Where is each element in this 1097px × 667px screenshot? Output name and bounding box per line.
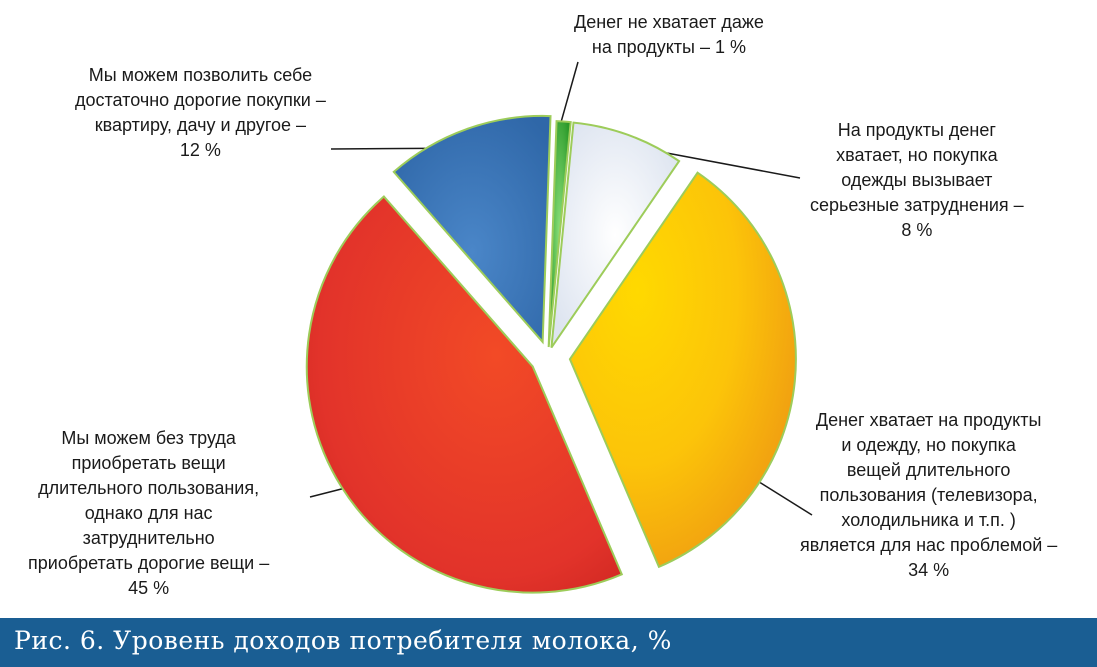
figure-caption: Рис. 6. Уровень доходов потребителя моло… [14, 626, 672, 655]
slice-label-line: приобретать вещи [71, 453, 226, 473]
slice-label-line: 45 % [128, 578, 170, 598]
slice-label-line: на продукты – 1 % [591, 37, 747, 57]
slice-label-line: На продукты денег [837, 120, 996, 140]
slice-label-line: Денег хватает на продукты [815, 410, 1042, 430]
slice-label-line: затруднительно [82, 528, 215, 548]
slice-label-line: одежды вызывает [841, 170, 993, 190]
slice-label-line: 12 % [179, 140, 221, 160]
slice-label-line: вещей длительного [846, 460, 1011, 480]
slice-label-line: 8 % [901, 220, 933, 240]
slice-label-line: Денег не хватает даже [574, 12, 764, 32]
slice-label-clothes-difficult: На продукты денег хватает, но покупка одеж… [810, 118, 1024, 243]
slice-label-expensive-difficult: Мы можем без труда приобретать вещи длител… [28, 426, 269, 601]
slice-label-line: однако для нас [84, 503, 213, 523]
slice-label-line: приобретать дорогие вещи – [28, 553, 270, 573]
slice-label-line: Мы можем без труда [61, 428, 236, 448]
slice-label-line: Мы можем позволить себе [88, 65, 313, 85]
pie-slice-no-money-food [547, 120, 572, 348]
pie-chart [305, 61, 813, 594]
slice-label-line: достаточно дорогие покупки – [75, 90, 326, 110]
slice-label-line: 34 % [908, 560, 950, 580]
slice-label-line: является для нас проблемой – [800, 535, 1058, 555]
slice-label-durables-problem: Денег хватает на продукты и одежду, но по… [800, 408, 1057, 583]
slice-label-line: квартиру, дачу и другое – [94, 115, 307, 135]
slice-label-line: серьезные затруднения – [810, 195, 1024, 215]
slice-label-can-afford-expensive: Мы можем позволить себе достаточно дороги… [75, 63, 326, 163]
slice-label-no-money-food: Денег не хватает даже на продукты – 1 % [574, 10, 764, 60]
caption-bar: Рис. 6. Уровень доходов потребителя моло… [0, 618, 1097, 667]
slice-label-line: пользования (телевизора, [819, 485, 1038, 505]
slice-label-line: и одежду, но покупка [841, 435, 1016, 455]
pie-slice-clothes-difficult [550, 121, 681, 349]
slice-label-line: хватает, но покупка [836, 145, 998, 165]
slice-label-line: холодильника и т.п. ) [841, 510, 1016, 530]
pie-slice-can-afford-expensive [392, 114, 552, 345]
slice-label-line: длительного пользования, [38, 478, 260, 498]
pie-slice-durables-problem [568, 171, 797, 569]
pie-slice-expensive-difficult [305, 195, 624, 594]
